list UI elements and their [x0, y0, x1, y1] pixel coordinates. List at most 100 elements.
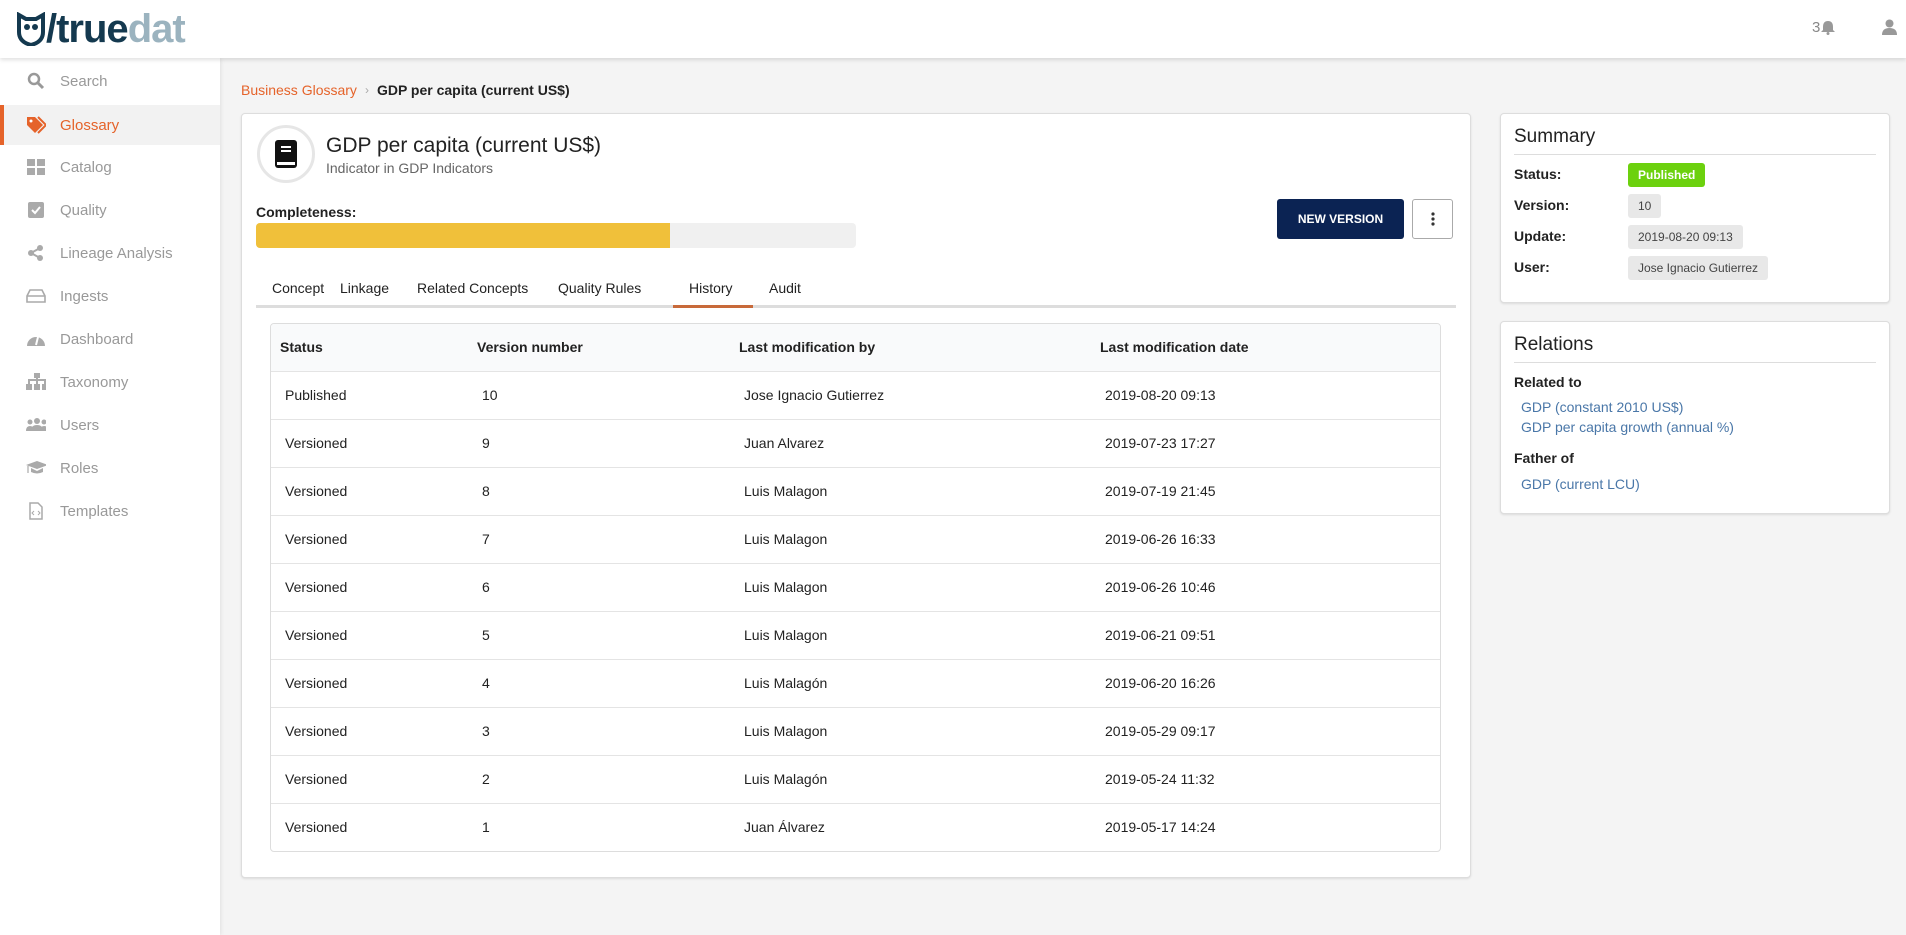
- grid-icon: [26, 157, 46, 177]
- sidebar-item-label: Catalog: [60, 158, 112, 176]
- logo-text: /true: [46, 6, 129, 51]
- tab-quality-rules[interactable]: Quality Rules: [558, 280, 642, 296]
- chevron-right-icon: ›: [364, 83, 369, 97]
- sidebar-item-quality[interactable]: Quality: [0, 190, 220, 230]
- sidebar-item-dashboard[interactable]: Dashboard: [0, 319, 220, 359]
- table-row[interactable]: Versioned 6 Luis Malagon 2019-06-26 10:46: [271, 563, 1440, 611]
- version-row: Version: 10: [1514, 194, 1662, 218]
- status-cell: Versioned: [285, 819, 348, 835]
- active-tab-indicator: [673, 305, 753, 308]
- notifications-count: 3: [1812, 19, 1821, 36]
- status-cell: Versioned: [285, 579, 348, 595]
- table-row[interactable]: Versioned 4 Luis Malagón 2019-06-20 16:26: [271, 659, 1440, 707]
- version-cell: 5: [482, 627, 490, 643]
- table-row[interactable]: Versioned 8 Luis Malagon 2019-07-19 21:45: [271, 467, 1440, 515]
- completeness-label: Completeness:: [256, 204, 357, 220]
- completeness-progress-bar: [256, 223, 856, 248]
- table-row[interactable]: Versioned 1 Juan Álvarez 2019-05-17 14:24: [271, 803, 1440, 851]
- version-label: Version:: [1514, 197, 1570, 213]
- sitemap-icon: [26, 372, 46, 392]
- sidebar-item-ingests[interactable]: Ingests: [0, 276, 220, 316]
- concept-card: GDP per capita (current US$) Indicator i…: [241, 113, 1471, 878]
- modified-by-cell: Jose Ignacio Gutierrez: [744, 387, 885, 403]
- table-row[interactable]: Versioned 2 Luis Malagón 2019-05-24 11:32: [271, 755, 1440, 803]
- summary-card: Summary Status: Published Version: 10 Upda…: [1500, 113, 1890, 303]
- sidebar-item-label: Glossary: [60, 116, 120, 134]
- version-cell: 3: [482, 723, 490, 739]
- user-badge: Jose Ignacio Gutierrez: [1628, 256, 1769, 280]
- tag-icon: [26, 115, 46, 135]
- hdd-icon: [26, 286, 46, 306]
- relations-card: Relations Related to GDP (constant 2010 …: [1500, 321, 1890, 514]
- history-table: Status Version number Last modification …: [270, 323, 1441, 852]
- status-badge: Published: [1628, 163, 1706, 187]
- tab-audit[interactable]: Audit: [769, 280, 801, 296]
- tab-history[interactable]: History: [689, 280, 733, 296]
- breadcrumb-business-glossary[interactable]: Business Glossary: [241, 82, 357, 98]
- status-cell: Versioned: [285, 723, 348, 739]
- user-menu-button[interactable]: [1882, 19, 1897, 40]
- modified-by-cell: Luis Malagon: [744, 531, 828, 547]
- modified-by-cell: Luis Malagon: [744, 579, 828, 595]
- status-cell: Versioned: [285, 675, 348, 691]
- tab-related-concepts[interactable]: Related Concepts: [417, 280, 529, 296]
- version-cell: 4: [482, 675, 490, 691]
- column-header-status[interactable]: Status: [280, 339, 323, 355]
- sidebar-item-taxonomy[interactable]: Taxonomy: [0, 362, 220, 402]
- modified-date-cell: 2019-06-20 16:26: [1105, 675, 1216, 691]
- tab-concept[interactable]: Concept: [272, 280, 325, 296]
- user-label: User:: [1514, 259, 1550, 275]
- more-options-button[interactable]: [1412, 199, 1453, 239]
- table-row[interactable]: Versioned 7 Luis Malagon 2019-06-26 16:33: [271, 515, 1440, 563]
- column-header-last-modification-by[interactable]: Last modification by: [739, 339, 876, 355]
- table-row[interactable]: Versioned 3 Luis Malagon 2019-05-29 09:17: [271, 707, 1440, 755]
- sidebar-item-templates[interactable]: Templates: [0, 491, 220, 531]
- modified-date-cell: 2019-05-24 11:32: [1105, 771, 1215, 787]
- table-row[interactable]: Versioned 9 Juan Alvarez 2019-07-23 17:27: [271, 419, 1440, 467]
- gauge-icon: [26, 329, 46, 349]
- table-row[interactable]: Published 10 Jose Ignacio Gutierrez 2019-08…: [271, 371, 1440, 419]
- modified-by-cell: Luis Malagón: [744, 675, 828, 691]
- update-label: Update:: [1514, 228, 1567, 244]
- sidebar-item-label: Lineage Analysis: [60, 244, 173, 262]
- truedat-logo[interactable]: /true dat: [16, 6, 186, 51]
- share-icon: [26, 243, 46, 263]
- modified-date-cell: 2019-06-21 09:51: [1105, 627, 1216, 643]
- sidebar-item-catalog[interactable]: Catalog: [0, 147, 220, 187]
- modified-date-cell: 2019-06-26 10:46: [1105, 579, 1216, 595]
- breadcrumb-current: GDP per capita (current US$): [376, 82, 570, 98]
- update-badge: 2019-08-20 09:13: [1628, 225, 1743, 249]
- new-version-button[interactable]: NEW VERSION: [1277, 199, 1404, 239]
- modified-date-cell: 2019-08-20 09:13: [1105, 387, 1216, 403]
- version-cell: 9: [482, 435, 490, 451]
- sidebar-item-lineage-analysis[interactable]: Lineage Analysis: [0, 233, 220, 273]
- page-title: GDP per capita (current US$): [326, 134, 602, 157]
- version-badge: 10: [1628, 194, 1662, 218]
- file-code-icon: [26, 501, 46, 521]
- tab-linkage[interactable]: Linkage: [340, 280, 390, 296]
- users-icon: [26, 415, 46, 435]
- column-header-last-modification-date[interactable]: Last modification date: [1100, 339, 1249, 355]
- sidebar-item-users[interactable]: Users: [0, 405, 220, 445]
- father-of-link[interactable]: GDP (current LCU): [1521, 476, 1640, 492]
- column-header-version-number[interactable]: Version number: [477, 339, 583, 355]
- modified-date-cell: 2019-07-19 21:45: [1105, 483, 1216, 499]
- page-subtitle: Indicator in GDP Indicators: [326, 160, 494, 176]
- notifications-button[interactable]: 3: [1812, 19, 1836, 36]
- related-link[interactable]: GDP (constant 2010 US$): [1521, 399, 1684, 415]
- version-cell: 1: [482, 819, 490, 835]
- status-label: Status:: [1514, 166, 1562, 182]
- sidebar-item-label: Users: [60, 416, 100, 434]
- sidebar-item-roles[interactable]: Roles: [0, 448, 220, 488]
- sidebar-item-search[interactable]: Search: [0, 61, 220, 101]
- table-row[interactable]: Versioned 5 Luis Malagon 2019-06-21 09:51: [271, 611, 1440, 659]
- related-link[interactable]: GDP per capita growth (annual %): [1521, 419, 1734, 435]
- update-row: Update: 2019-08-20 09:13: [1514, 225, 1743, 249]
- modified-date-cell: 2019-06-26 16:33: [1105, 531, 1216, 547]
- related-to-label: Related to: [1514, 374, 1582, 390]
- user-icon: [1882, 19, 1897, 35]
- sidebar-item-glossary[interactable]: Glossary: [0, 105, 220, 145]
- sidebar-item-label: Quality: [60, 201, 107, 219]
- table-header: Status Version number Last modification …: [271, 324, 1440, 371]
- sidebar-item-label: Templates: [60, 502, 129, 520]
